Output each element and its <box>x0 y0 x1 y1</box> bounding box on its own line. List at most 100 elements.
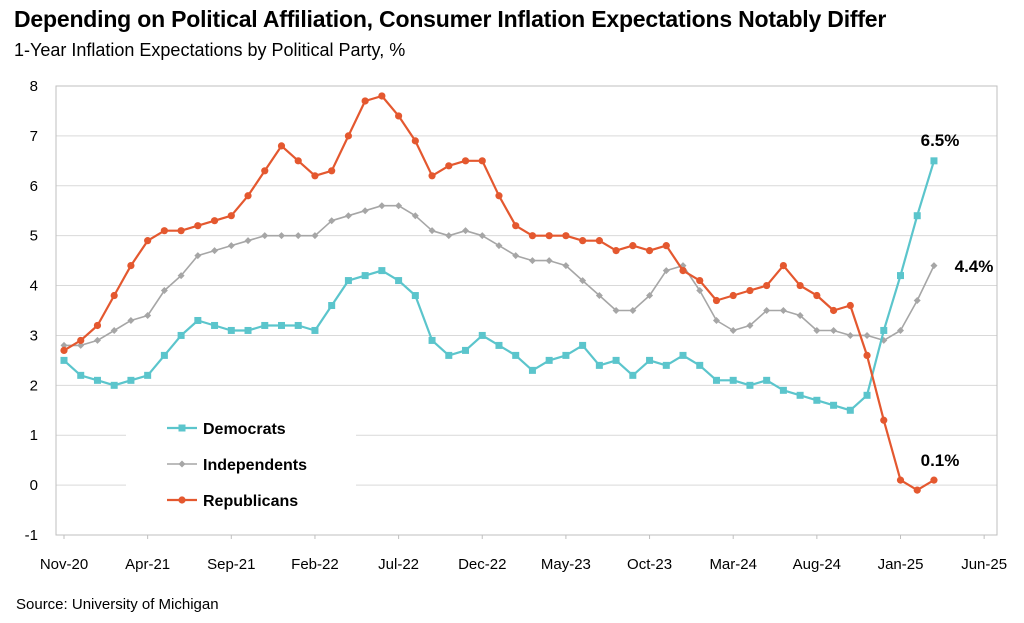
republicans-point <box>93 321 102 330</box>
independents-point <box>277 232 285 240</box>
republicans-point <box>813 291 821 300</box>
series-independents <box>60 202 938 349</box>
independents-point <box>411 212 419 220</box>
republicans-point <box>361 97 369 105</box>
data-label-independents: 4.4% <box>955 257 994 276</box>
republicans-point <box>829 306 838 315</box>
republicans-point <box>880 416 888 424</box>
independents-point <box>545 257 553 265</box>
independents-point <box>445 232 453 240</box>
democrats-point <box>830 401 838 409</box>
democrats-point <box>846 406 854 414</box>
republicans-point <box>763 281 771 290</box>
democrats-point <box>897 272 904 280</box>
y-tick-label: 8 <box>30 78 38 95</box>
democrats-point <box>528 366 536 374</box>
democrats-point <box>395 277 403 285</box>
democrats-point <box>913 212 921 220</box>
democrats-point <box>562 351 570 359</box>
independents-point <box>763 307 771 314</box>
democrats-point <box>144 371 152 379</box>
source-note: Source: University of Michigan <box>16 596 219 613</box>
democrats-point <box>763 376 771 384</box>
democrats-point <box>177 331 185 339</box>
plot-area-frame <box>55 85 998 536</box>
legend: Democrats Independents Republicans <box>167 421 307 510</box>
independents-point <box>746 321 754 329</box>
republicans-point <box>478 157 486 165</box>
y-tick-label: 2 <box>30 377 38 394</box>
independents-point <box>729 326 737 334</box>
democrats-point <box>495 341 503 349</box>
y-tick-label: 1 <box>30 427 38 444</box>
x-axis: Nov-20 Apr-21 Sep-21 Feb-22 Jul-22 Dec-22 May-… <box>40 535 1007 573</box>
democrats-point <box>662 361 670 369</box>
data-label-democrats: 6.5% <box>921 131 960 150</box>
y-tick-label: 0 <box>30 477 38 494</box>
democrats-point <box>160 351 168 359</box>
x-tick-label: Oct-23 <box>627 556 672 573</box>
chart-title: Depending on Political Affiliation, Cons… <box>14 6 887 32</box>
independents-point <box>378 202 386 210</box>
republicans-point <box>328 167 336 175</box>
republicans-point <box>160 227 168 235</box>
republicans-point <box>77 336 85 345</box>
republicans-point <box>428 172 436 180</box>
y-tick-label: 3 <box>30 327 38 344</box>
democrats-point <box>294 321 302 329</box>
independents-point <box>361 207 369 215</box>
democrats-point <box>227 326 235 334</box>
republicans-point <box>779 262 787 270</box>
independents-point <box>127 316 135 324</box>
democrats-point <box>110 381 118 389</box>
independents-point <box>813 326 821 334</box>
republicans-point <box>846 301 854 310</box>
x-tick-label: Nov-20 <box>40 556 88 573</box>
independents-point <box>612 307 620 314</box>
independents-point <box>478 232 486 240</box>
legend-swatch-marker <box>178 496 186 504</box>
end-labels: 6.5% 4.4% 0.1% <box>921 131 994 470</box>
democrats-point <box>277 321 285 329</box>
democrats-point <box>579 341 587 349</box>
series-lines <box>60 92 938 494</box>
republicans-point <box>930 476 938 484</box>
democrats-point <box>60 356 68 364</box>
republicans-point <box>696 276 704 285</box>
democrats-point <box>328 302 336 310</box>
independents-point <box>897 326 904 334</box>
republicans-point <box>896 476 905 484</box>
x-tick-label: Aug-24 <box>793 556 841 573</box>
republicans-point <box>210 217 219 225</box>
republicans-point <box>545 232 553 240</box>
independents-point <box>629 307 637 314</box>
democrats-point <box>679 351 687 359</box>
y-tick-label: 6 <box>30 178 38 195</box>
republicans-point <box>746 286 754 295</box>
independents-point <box>930 262 938 270</box>
democrats-point <box>779 386 787 394</box>
series-democrats <box>60 157 938 414</box>
republicans-point <box>344 132 353 140</box>
republicans-point <box>227 212 235 220</box>
independents-point <box>60 341 68 349</box>
legend-background <box>126 407 356 517</box>
independents-point <box>796 311 804 319</box>
republicans-point <box>579 237 587 245</box>
independents-point <box>779 307 787 314</box>
democrats-point <box>729 376 737 384</box>
republicans-point <box>612 247 620 255</box>
republicans-point <box>662 242 670 250</box>
independents-point <box>77 341 85 349</box>
republicans-point <box>528 232 537 240</box>
democrats-point <box>545 356 553 364</box>
independents-point <box>579 277 587 285</box>
independents-point <box>177 272 185 280</box>
independents-point <box>395 202 403 210</box>
independents-point <box>211 247 219 255</box>
independents-point <box>913 297 921 305</box>
republicans-point <box>495 192 503 200</box>
independents-point <box>227 242 235 250</box>
republicans-point <box>378 92 386 100</box>
republicans-point <box>144 237 152 245</box>
